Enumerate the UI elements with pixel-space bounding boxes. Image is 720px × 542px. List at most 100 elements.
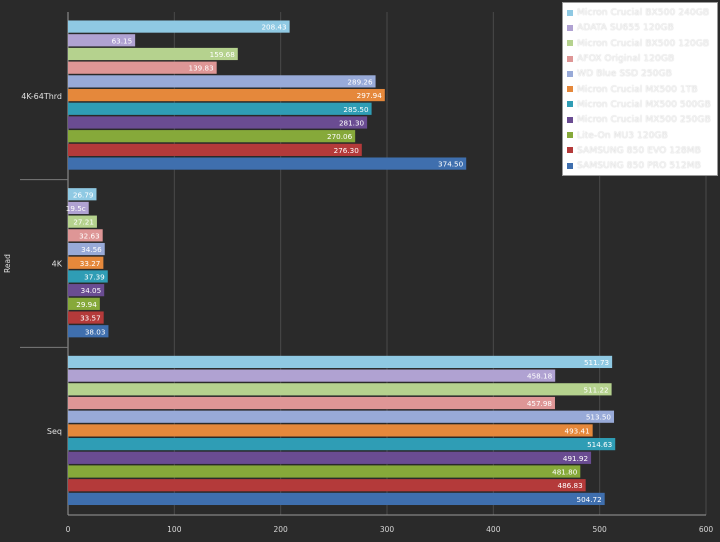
- data-label: 38.03: [85, 327, 106, 336]
- bar: [68, 325, 109, 338]
- bar: [68, 61, 217, 74]
- legend-label: Micron Crucial BX500 240GB: [577, 7, 710, 19]
- x-tick-label: 400: [486, 525, 501, 534]
- bar: [68, 102, 372, 115]
- bar: [68, 157, 467, 170]
- legend-item: Micron Crucial MX500 1TB: [567, 81, 717, 96]
- category-label: Seq: [47, 427, 62, 436]
- data-label: 139.83: [189, 64, 214, 73]
- legend: Micron Crucial BX500 240GB ADATA SU655 12…: [562, 2, 718, 177]
- bars: [68, 20, 616, 506]
- bar: [68, 410, 615, 423]
- bar: [68, 75, 376, 88]
- legend-swatch: [567, 24, 573, 31]
- bar: [68, 116, 368, 129]
- legend-item: Micron Crucial MX500 500GB: [567, 97, 717, 112]
- data-label: 34.56: [81, 245, 102, 254]
- legend-swatch: [567, 70, 573, 77]
- bar: [68, 256, 104, 269]
- data-label: 276.30: [334, 146, 360, 155]
- data-label: 511.22: [583, 385, 608, 394]
- legend-swatch: [567, 147, 573, 154]
- data-label: 511.73: [584, 358, 609, 367]
- legend-label: Lite-On MU3 120GB: [577, 129, 668, 141]
- legend-item: Micron Crucial BX500 240GB: [567, 5, 717, 20]
- data-label: 514.63: [587, 440, 612, 449]
- bar: [68, 284, 105, 297]
- data-label: 457.98: [527, 399, 553, 408]
- legend-item: AFOX Original 120GB: [567, 51, 717, 66]
- bar: [68, 215, 97, 228]
- data-label: 481.80: [552, 468, 578, 477]
- data-label: 270.06: [327, 132, 353, 141]
- bar: [68, 297, 100, 310]
- bar: [68, 355, 613, 369]
- data-label: 19.5c: [66, 204, 86, 213]
- legend-label: WD Blue SSD 250GB: [577, 68, 672, 80]
- legend-swatch: [567, 9, 573, 16]
- bar: [68, 20, 290, 33]
- data-label: 504.72: [577, 495, 602, 504]
- bar: [68, 311, 104, 324]
- bar: [68, 88, 385, 102]
- data-label: 34.05: [81, 286, 102, 295]
- data-label: 285.50: [343, 105, 369, 114]
- legend-label: SAMSUNG 850 PRO 512MB: [577, 160, 701, 172]
- data-label: 37.39: [84, 272, 105, 281]
- data-label: 289.26: [347, 77, 373, 86]
- bar: [68, 396, 555, 410]
- x-tick-label: 600: [699, 525, 714, 534]
- data-label: 26.79: [73, 190, 94, 199]
- data-label: 33.57: [80, 314, 101, 323]
- bar: [68, 451, 592, 464]
- legend-item: SAMSUNG 850 PRO 512MB: [567, 158, 717, 173]
- bar: [68, 383, 612, 396]
- legend-swatch: [567, 132, 573, 139]
- bar: [68, 34, 136, 47]
- data-label: 486.83: [558, 481, 583, 490]
- legend-swatch: [567, 86, 573, 93]
- data-label: 33.27: [80, 259, 101, 268]
- data-label: 27.21: [73, 218, 94, 227]
- legend-label: Micron Crucial MX500 250GB: [577, 114, 711, 126]
- data-label: 493.41: [565, 426, 590, 435]
- data-label: 32.63: [79, 231, 100, 240]
- bar: [68, 47, 238, 61]
- data-labels: 208.43 63.15 159.68 139.83 289.26 297.94 285.5…: [66, 23, 612, 504]
- data-label: 63.15: [112, 36, 133, 45]
- data-label: 374.50: [438, 160, 464, 169]
- y-axis-title: Read: [3, 254, 12, 273]
- legend-item: SAMSUNG 850 EVO 128MB: [567, 143, 717, 158]
- x-tick-label: 100: [167, 525, 182, 534]
- bar: [68, 143, 362, 156]
- category-label: 4K-64Thrd: [21, 92, 62, 101]
- legend-label: Micron Crucial MX500 1TB: [577, 83, 698, 95]
- legend-swatch: [567, 40, 573, 47]
- data-label: 29.94: [76, 300, 97, 309]
- legend-label: Micron Crucial BX500 120GB: [577, 37, 710, 49]
- x-tick-label: 500: [593, 525, 608, 534]
- x-tick-label: 300: [380, 525, 395, 534]
- category-label: 4K: [52, 260, 63, 269]
- legend-swatch: [567, 55, 573, 62]
- legend-item: WD Blue SSD 250GB: [567, 66, 717, 81]
- bar: [68, 492, 605, 506]
- legend-label: SAMSUNG 850 EVO 128MB: [577, 144, 701, 156]
- bar: [68, 369, 556, 382]
- bar: [68, 188, 97, 201]
- legend-swatch: [567, 162, 573, 169]
- legend-label: AFOX Original 120GB: [577, 53, 675, 65]
- data-label: 208.43: [261, 23, 286, 32]
- legend-swatch: [567, 116, 573, 123]
- legend-item: Lite-On MU3 120GB: [567, 127, 717, 142]
- bar: [68, 438, 616, 451]
- legend-label: Micron Crucial MX500 500GB: [577, 98, 711, 110]
- data-label: 491.92: [563, 454, 588, 463]
- x-tick-label: 200: [274, 525, 289, 534]
- bar: [68, 130, 356, 143]
- x-tick-label: 0: [66, 525, 71, 534]
- bar: [68, 465, 581, 478]
- data-label: 281.30: [339, 118, 365, 127]
